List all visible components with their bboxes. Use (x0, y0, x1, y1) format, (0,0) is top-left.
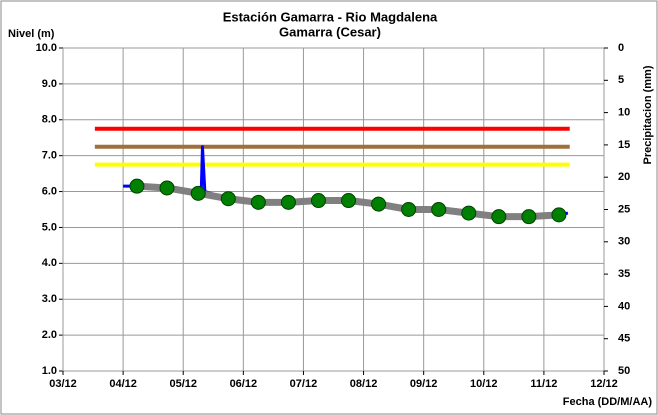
y2-tick-label: 0 (618, 42, 624, 54)
marker (551, 207, 567, 223)
marker (371, 196, 387, 212)
y2-tick-label: 25 (618, 203, 630, 215)
x-tick-label: 05/12 (169, 378, 197, 390)
marker (401, 202, 417, 217)
marker (341, 193, 357, 209)
y-tick-label: 1.0 (42, 365, 57, 377)
x-tick-label: 06/12 (230, 378, 258, 390)
y2-tick-label: 40 (618, 300, 630, 312)
y2-tick-label: 20 (618, 171, 630, 183)
x-tick-label: 03/12 (49, 378, 77, 390)
y-tick-label: 6.0 (42, 185, 57, 197)
y-tick-label: 3.0 (42, 293, 57, 305)
x-tick-label: 07/12 (290, 378, 318, 390)
marker (250, 194, 266, 210)
y2-tick-label: 45 (618, 333, 630, 345)
marker (431, 202, 447, 217)
y-tick-label: 7.0 (42, 150, 57, 162)
y2-tick-label: 50 (618, 365, 630, 377)
plot-area (62, 47, 605, 372)
x-tick-label: 10/12 (470, 378, 498, 390)
x-tick-label: 11/12 (530, 378, 557, 390)
y2-tick-label: 10 (618, 107, 630, 119)
y2-tick-label: 35 (618, 268, 630, 280)
y-axis-label: Nivel (m) (8, 28, 55, 40)
x-tick-label: 12/12 (590, 378, 618, 390)
marker (129, 178, 145, 194)
x-tick-label: 08/12 (350, 378, 378, 390)
marker (159, 180, 175, 196)
x-tick-label: 04/12 (109, 378, 137, 390)
y-tick-label: 4.0 (42, 257, 57, 269)
y-tick-label: 10.0 (36, 42, 57, 54)
marker (491, 209, 507, 225)
y2-tick-label: 15 (618, 139, 630, 151)
marker (521, 209, 537, 225)
x-tick-label: 09/12 (410, 378, 438, 390)
marker (310, 193, 326, 209)
marker (461, 205, 477, 221)
y-tick-label: 8.0 (42, 114, 57, 126)
y2-tick-label: 5 (618, 74, 624, 86)
chart-subtitle: Gamarra (Cesar) (279, 24, 381, 39)
y-tick-label: 5.0 (42, 221, 57, 233)
marker (190, 185, 206, 201)
y2-tick-label: 30 (618, 236, 630, 248)
x-axis-label: Fecha (DD/M/AA) (563, 396, 653, 408)
chart-title: Estación Gamarra - Rio Magdalena (223, 9, 438, 24)
y2-axis-label: Precipitacion (mm) (642, 65, 654, 164)
marker (280, 194, 296, 210)
marker (220, 191, 236, 207)
y-tick-label: 2.0 (42, 329, 57, 341)
y-tick-label: 9.0 (42, 78, 57, 90)
